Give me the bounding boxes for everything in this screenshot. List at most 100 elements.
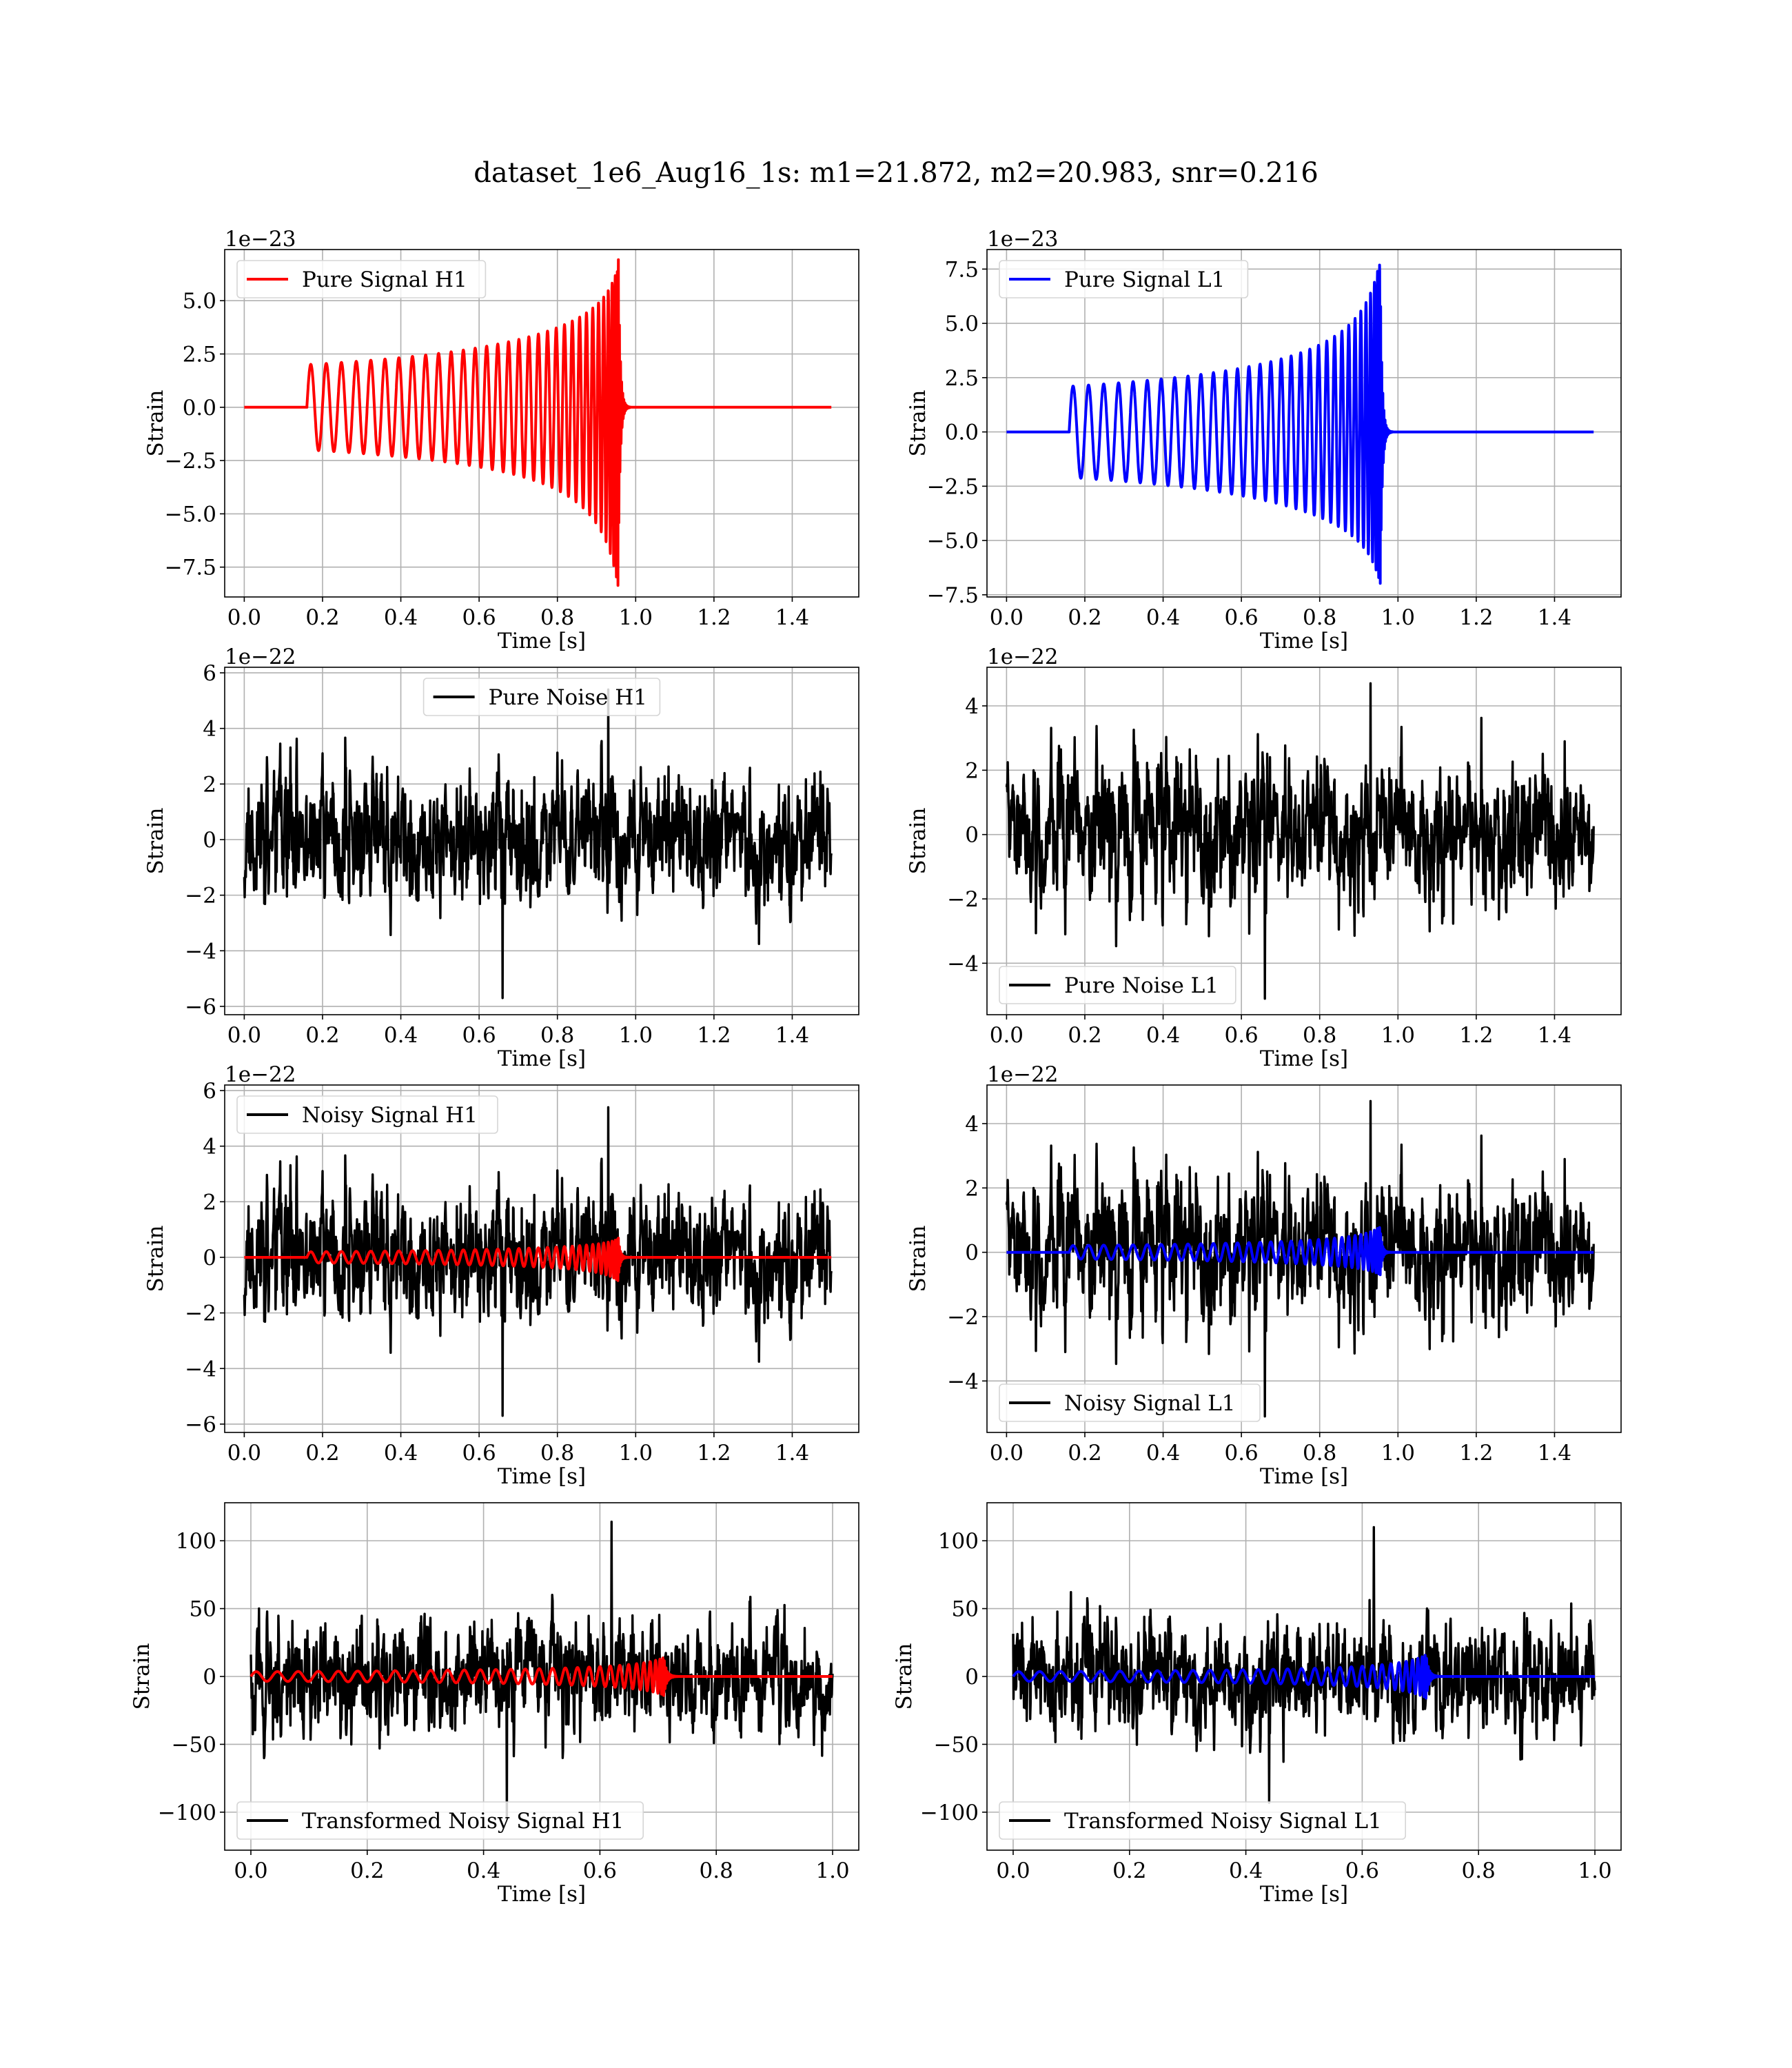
axis-offset-label: 1e−23 bbox=[987, 227, 1059, 252]
legend-label: Noisy Signal H1 bbox=[302, 1103, 478, 1128]
series-line-0 bbox=[1012, 1525, 1596, 1804]
x-tick-label: 1.4 bbox=[775, 1441, 809, 1466]
chart-panel-pure-noise-h1: 0.0 0.2 0.4 0.6 0.8 1.0 1.2 1.4 −6 −4 −2 0 2 4 6 Time [… bbox=[143, 645, 859, 1071]
chart-panel-pure-noise-l1: 0.0 0.2 0.4 0.6 0.8 1.0 1.2 1.4 −4 −2 0 2 4 Time [s] S… bbox=[906, 645, 1622, 1071]
x-axis-label: Time [s] bbox=[1260, 1046, 1348, 1071]
x-tick-label: 0.4 bbox=[384, 605, 418, 630]
legend-label: Pure Signal L1 bbox=[1064, 267, 1225, 292]
y-tick-label: −5.0 bbox=[927, 529, 979, 554]
axes-frame bbox=[986, 249, 1622, 598]
y-tick-label: −100 bbox=[920, 1801, 979, 1825]
y-tick-label: −50 bbox=[934, 1732, 979, 1757]
y-tick-label: 4 bbox=[965, 1112, 979, 1137]
x-axis-label: Time [s] bbox=[498, 1046, 586, 1071]
y-tick-label: 2 bbox=[203, 1190, 216, 1215]
x-tick-label: 0.0 bbox=[227, 605, 261, 630]
y-tick-label: −4 bbox=[947, 951, 979, 976]
y-tick-label: −4 bbox=[947, 1369, 979, 1394]
series-line-0 bbox=[243, 1106, 833, 1417]
y-tick-label: 0.0 bbox=[945, 420, 979, 445]
x-tick-label: 0.6 bbox=[462, 605, 496, 630]
y-tick-label: 100 bbox=[176, 1529, 216, 1554]
chart-panel-transformed-noisy-signal-l1: 0.0 0.2 0.4 0.6 0.8 1.0 −100 −50 0 50 100 Time [s] S… bbox=[892, 1502, 1622, 1907]
x-tick-label: 1.4 bbox=[1538, 605, 1571, 630]
y-tick-label: 0.0 bbox=[183, 396, 216, 420]
x-tick-label: 0.2 bbox=[1068, 1023, 1101, 1048]
x-tick-label: 0.0 bbox=[990, 1023, 1024, 1048]
x-tick-label: 1.4 bbox=[775, 1023, 809, 1048]
series-line-0 bbox=[243, 688, 833, 1000]
x-tick-label: 0.2 bbox=[1068, 605, 1101, 630]
y-axis-label: Strain bbox=[130, 1643, 154, 1710]
y-tick-label: −50 bbox=[172, 1732, 216, 1757]
legend-box bbox=[236, 1095, 498, 1134]
y-tick-label: 6 bbox=[203, 661, 216, 686]
y-tick-label: −2 bbox=[185, 884, 216, 909]
x-tick-label: 1.2 bbox=[697, 1441, 731, 1466]
legend-box bbox=[999, 1801, 1407, 1840]
y-axis-label: Strain bbox=[143, 390, 168, 457]
y-tick-label: 5.0 bbox=[183, 289, 216, 314]
x-axis-label: Time [s] bbox=[498, 629, 586, 653]
y-tick-label: −4 bbox=[185, 1357, 216, 1381]
series-line-0 bbox=[250, 1520, 834, 1821]
x-tick-label: 1.2 bbox=[1459, 605, 1493, 630]
axis-offset-label: 1e−22 bbox=[987, 1062, 1059, 1087]
y-tick-label: −2 bbox=[947, 887, 979, 912]
y-tick-label: 4 bbox=[203, 717, 216, 742]
x-tick-label: 0.4 bbox=[1229, 1858, 1263, 1883]
x-tick-label: 0.4 bbox=[1146, 1023, 1180, 1048]
x-tick-label: 0.8 bbox=[1303, 1023, 1336, 1048]
series-line-1 bbox=[1012, 1654, 1595, 1700]
y-tick-label: −4 bbox=[185, 939, 216, 964]
y-tick-label: 0 bbox=[203, 828, 216, 853]
y-tick-label: 0 bbox=[965, 1241, 979, 1266]
x-tick-label: 0.2 bbox=[305, 1441, 339, 1466]
legend: Pure Noise H1 bbox=[422, 678, 661, 716]
y-axis-label: Strain bbox=[892, 1643, 917, 1710]
y-axis-label: Strain bbox=[143, 1226, 168, 1292]
x-tick-label: 0.4 bbox=[1146, 605, 1180, 630]
x-tick-label: 0.0 bbox=[227, 1023, 261, 1048]
y-axis-label: Strain bbox=[906, 1226, 930, 1292]
legend-box bbox=[999, 1383, 1261, 1422]
axes-frame bbox=[224, 249, 859, 598]
x-tick-label: 0.8 bbox=[1303, 605, 1336, 630]
x-tick-label: 1.0 bbox=[1381, 1023, 1415, 1048]
legend: Pure Signal H1 bbox=[236, 260, 487, 298]
axes-frame bbox=[986, 667, 1622, 1015]
y-tick-label: 2 bbox=[965, 1176, 979, 1201]
axes-frame bbox=[224, 1084, 859, 1433]
chart-panel-noisy-signal-l1: 0.0 0.2 0.4 0.6 0.8 1.0 1.2 1.4 −4 −2 0 2 4 Time [s] S… bbox=[906, 1062, 1622, 1489]
y-tick-label: 5.0 bbox=[945, 312, 979, 336]
x-tick-label: 0.2 bbox=[1112, 1858, 1146, 1883]
x-tick-label: 0.6 bbox=[1224, 605, 1258, 630]
y-tick-label: 0 bbox=[965, 823, 979, 848]
x-axis-label: Time [s] bbox=[1260, 1464, 1348, 1489]
x-tick-label: 0.0 bbox=[227, 1441, 261, 1466]
chart-panel-noisy-signal-h1: 0.0 0.2 0.4 0.6 0.8 1.0 1.2 1.4 −6 −4 −2 0 2 4 6 Time [… bbox=[143, 1062, 859, 1489]
legend: Transformed Noisy Signal L1 bbox=[999, 1801, 1407, 1840]
legend-label: Noisy Signal L1 bbox=[1064, 1391, 1236, 1416]
x-axis-label: Time [s] bbox=[498, 1882, 586, 1907]
x-tick-label: 1.0 bbox=[619, 1441, 653, 1466]
x-axis-label: Time [s] bbox=[498, 1464, 586, 1489]
x-tick-label: 0.4 bbox=[1146, 1441, 1180, 1466]
legend: Noisy Signal L1 bbox=[999, 1383, 1261, 1422]
y-tick-label: 50 bbox=[952, 1597, 979, 1622]
x-tick-label: 1.2 bbox=[1459, 1023, 1493, 1048]
x-tick-label: 0.0 bbox=[990, 605, 1024, 630]
y-axis-label: Strain bbox=[906, 808, 930, 875]
axis-offset-label: 1e−22 bbox=[225, 645, 296, 669]
y-tick-label: 6 bbox=[203, 1079, 216, 1104]
x-tick-label: 1.4 bbox=[1538, 1441, 1571, 1466]
x-tick-label: 0.8 bbox=[540, 605, 574, 630]
x-tick-label: 0.0 bbox=[996, 1858, 1030, 1883]
y-tick-label: −2 bbox=[947, 1305, 979, 1330]
axis-offset-label: 1e−22 bbox=[987, 645, 1059, 669]
series-line-0 bbox=[1006, 263, 1594, 585]
y-tick-label: −2.5 bbox=[165, 449, 216, 474]
x-tick-label: 1.0 bbox=[619, 605, 653, 630]
x-tick-label: 1.4 bbox=[775, 605, 809, 630]
